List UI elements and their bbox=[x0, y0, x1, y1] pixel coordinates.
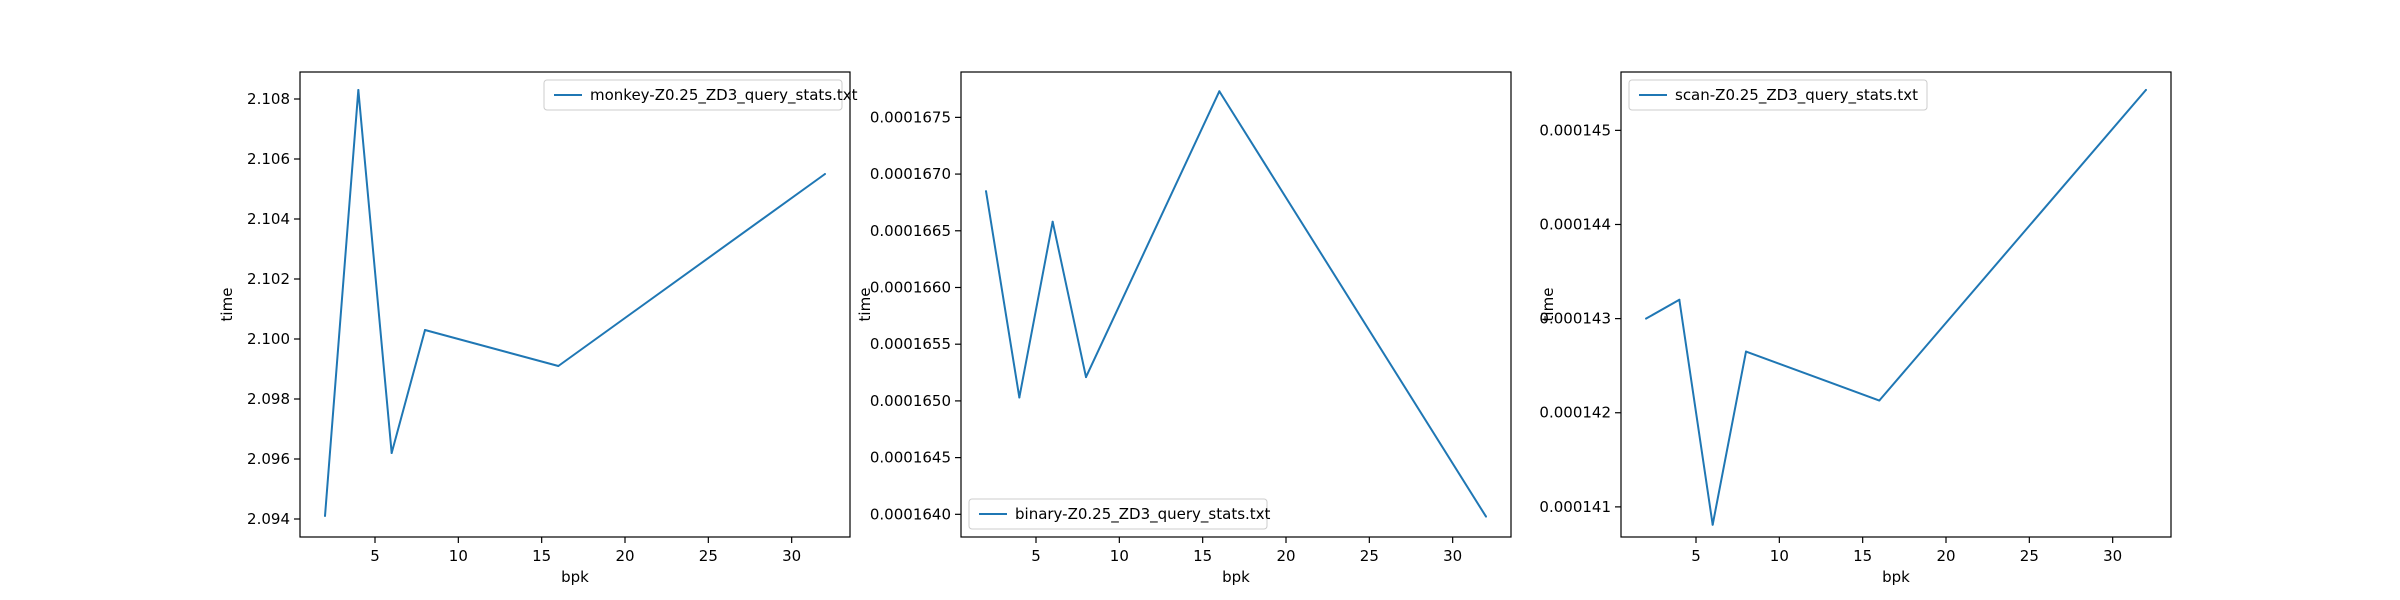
y-tick-label: 2.104 bbox=[247, 210, 290, 228]
legend-box bbox=[968, 498, 1268, 530]
series-line bbox=[1645, 89, 2147, 526]
plot-area bbox=[1620, 71, 2172, 538]
y-tick-label: 2.106 bbox=[247, 150, 290, 168]
y-tick-label: 0.0001640 bbox=[870, 505, 951, 523]
legend-label: binary-Z0.25_ZD3_query_stats.txt bbox=[1015, 505, 1271, 524]
y-tick-label: 0.0001650 bbox=[870, 392, 951, 410]
data-point bbox=[985, 190, 987, 193]
y-tick-label: 0.0001645 bbox=[870, 449, 951, 467]
data-point bbox=[1711, 523, 1714, 526]
x-tick-label: 15 bbox=[1853, 547, 1872, 565]
series-line bbox=[324, 89, 826, 517]
y-tick-label: 2.094 bbox=[247, 510, 290, 528]
x-tick-label: 20 bbox=[1936, 547, 1955, 565]
x-tick-label: 25 bbox=[1360, 547, 1379, 565]
x-tick-label: 15 bbox=[532, 547, 551, 565]
plot-area bbox=[960, 71, 1512, 538]
y-tick-label: 2.096 bbox=[247, 450, 290, 468]
y-tick-label: 0.0001665 bbox=[870, 222, 951, 240]
x-tick-label: 5 bbox=[1691, 547, 1701, 565]
y-tick-label: 0.000141 bbox=[1539, 498, 1611, 516]
x-tick-label: 15 bbox=[1193, 547, 1212, 565]
legend-box bbox=[543, 79, 843, 111]
data-point bbox=[324, 515, 326, 517]
data-point bbox=[1018, 396, 1021, 399]
y-tick-label: 0.000143 bbox=[1539, 310, 1611, 328]
data-point bbox=[1051, 220, 1054, 223]
chart-panel-monkey: bpk time 5 10 15 20 25 30 2.094 2.096 2.098 2.100… bbox=[218, 71, 858, 586]
legend-label: monkey-Z0.25_ZD3_query_stats.txt bbox=[590, 86, 858, 105]
legend-label: scan-Z0.25_ZD3_query_stats.txt bbox=[1675, 86, 1918, 105]
x-axis-label: bpk bbox=[1222, 568, 1250, 586]
data-point bbox=[1678, 298, 1681, 301]
data-point bbox=[1218, 90, 1221, 93]
plot-area bbox=[299, 71, 851, 538]
data-point bbox=[557, 365, 560, 367]
x-tick-label: 30 bbox=[2103, 547, 2122, 565]
data-point bbox=[390, 452, 393, 454]
y-tick-label: 0.000144 bbox=[1539, 215, 1611, 233]
y-tick-label: 2.098 bbox=[247, 390, 290, 408]
data-point bbox=[824, 173, 826, 175]
y-tick-label: 0.0001660 bbox=[870, 278, 951, 296]
x-tick-label: 5 bbox=[370, 547, 380, 565]
data-point bbox=[424, 329, 426, 331]
x-tick-label: 25 bbox=[699, 547, 718, 565]
x-axis-label: bpk bbox=[561, 568, 589, 586]
x-tick-label: 20 bbox=[615, 547, 634, 565]
y-tick-label: 0.000142 bbox=[1539, 404, 1611, 422]
data-point bbox=[1878, 399, 1881, 402]
y-tick-label: 0.000145 bbox=[1539, 121, 1611, 139]
x-tick-label: 10 bbox=[449, 547, 468, 565]
data-point bbox=[2145, 88, 2147, 91]
x-tick-label: 10 bbox=[1110, 547, 1129, 565]
x-tick-label: 5 bbox=[1031, 547, 1041, 565]
x-tick-label: 20 bbox=[1276, 547, 1295, 565]
legend-box bbox=[1628, 79, 1928, 111]
data-point bbox=[357, 89, 360, 91]
data-point bbox=[1085, 376, 1087, 379]
y-axis-label: time bbox=[1539, 288, 1557, 322]
data-point bbox=[1645, 317, 1647, 320]
y-tick-label: 0.0001670 bbox=[870, 165, 951, 183]
y-tick-label: 2.102 bbox=[247, 270, 290, 288]
x-axis-label: bpk bbox=[1882, 568, 1910, 586]
x-tick-label: 25 bbox=[2020, 547, 2039, 565]
x-tick-label: 30 bbox=[1443, 547, 1462, 565]
y-axis-label: time bbox=[218, 288, 236, 322]
chart-panel-scan: bpk time 5 10 15 20 25 30 0.000141 0.000142 0.00… bbox=[1539, 71, 2172, 586]
chart-panel-binary: bpk time 5 10 15 20 25 30 0.0001640 0.0001645 0.… bbox=[856, 71, 1512, 586]
x-tick-label: 10 bbox=[1770, 547, 1789, 565]
y-tick-label: 0.0001675 bbox=[870, 108, 951, 126]
data-point bbox=[1485, 515, 1487, 518]
y-tick-label: 2.100 bbox=[247, 330, 290, 348]
y-tick-label: 2.108 bbox=[247, 90, 290, 108]
y-tick-label: 0.0001655 bbox=[870, 335, 951, 353]
y-axis-label: time bbox=[856, 288, 874, 322]
series-line bbox=[985, 90, 1487, 518]
data-point bbox=[1745, 350, 1747, 353]
x-tick-label: 30 bbox=[782, 547, 801, 565]
